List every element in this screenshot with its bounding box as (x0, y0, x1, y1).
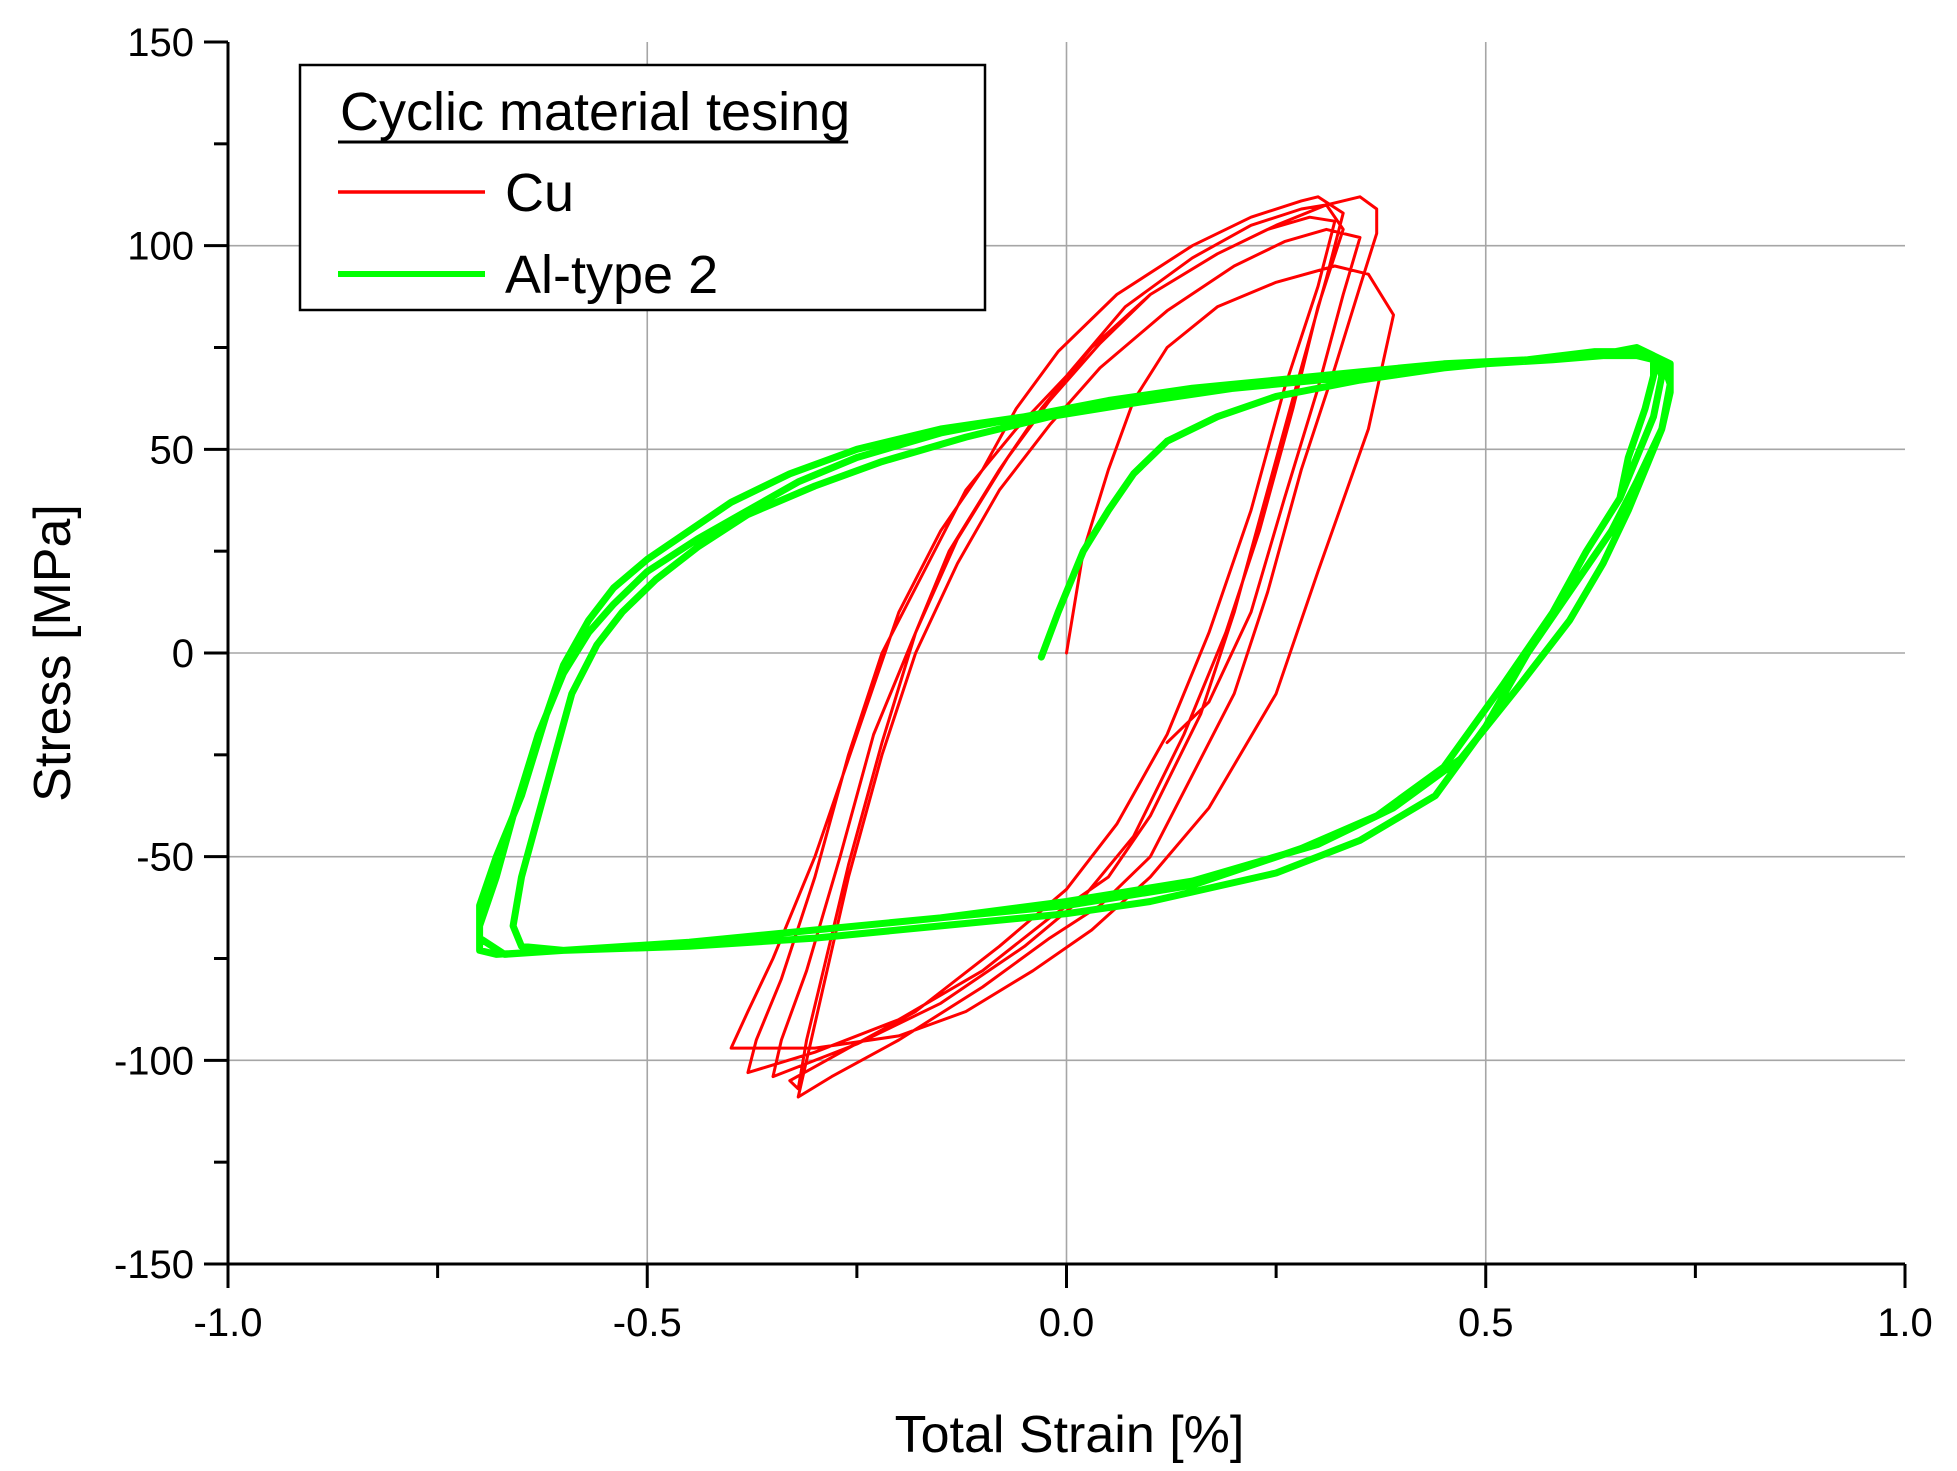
x-tick-label: 0.5 (1458, 1301, 1514, 1345)
legend-label-cu: Cu (505, 163, 574, 223)
series-line-cu (729, 195, 1395, 1099)
legend-title: Cyclic material tesing (340, 82, 850, 142)
x-tick-label: -1.0 (194, 1301, 263, 1345)
y-tick-label: -150 (114, 1243, 194, 1287)
legend-label-al-type-2: Al-type 2 (505, 245, 718, 305)
y-tick-label: 100 (127, 225, 194, 269)
series-line-al-type-2 (476, 344, 1674, 958)
y-axis-title: Stress [MPa] (24, 504, 82, 802)
axes: -1.0 -0.5 0.0 0.5 1.0 150 100 50 0 -50 -100 -150 Tot… (24, 21, 1933, 1464)
series-layer (476, 195, 1674, 1099)
y-tick-label: 50 (150, 428, 195, 472)
y-tick-label: -50 (136, 836, 194, 880)
x-tick-label: 1.0 (1877, 1301, 1933, 1345)
y-tick-label: 150 (127, 21, 194, 65)
x-tick-label: 0.0 (1039, 1301, 1095, 1345)
legend: Cyclic material tesing Cu Al-type 2 (298, 63, 987, 312)
y-tick-label: 0 (172, 632, 194, 676)
legend-box (298, 63, 987, 312)
x-axis-title: Total Strain [%] (895, 1406, 1245, 1464)
x-tick-label: -0.5 (613, 1301, 682, 1345)
y-tick-label: -100 (114, 1039, 194, 1083)
